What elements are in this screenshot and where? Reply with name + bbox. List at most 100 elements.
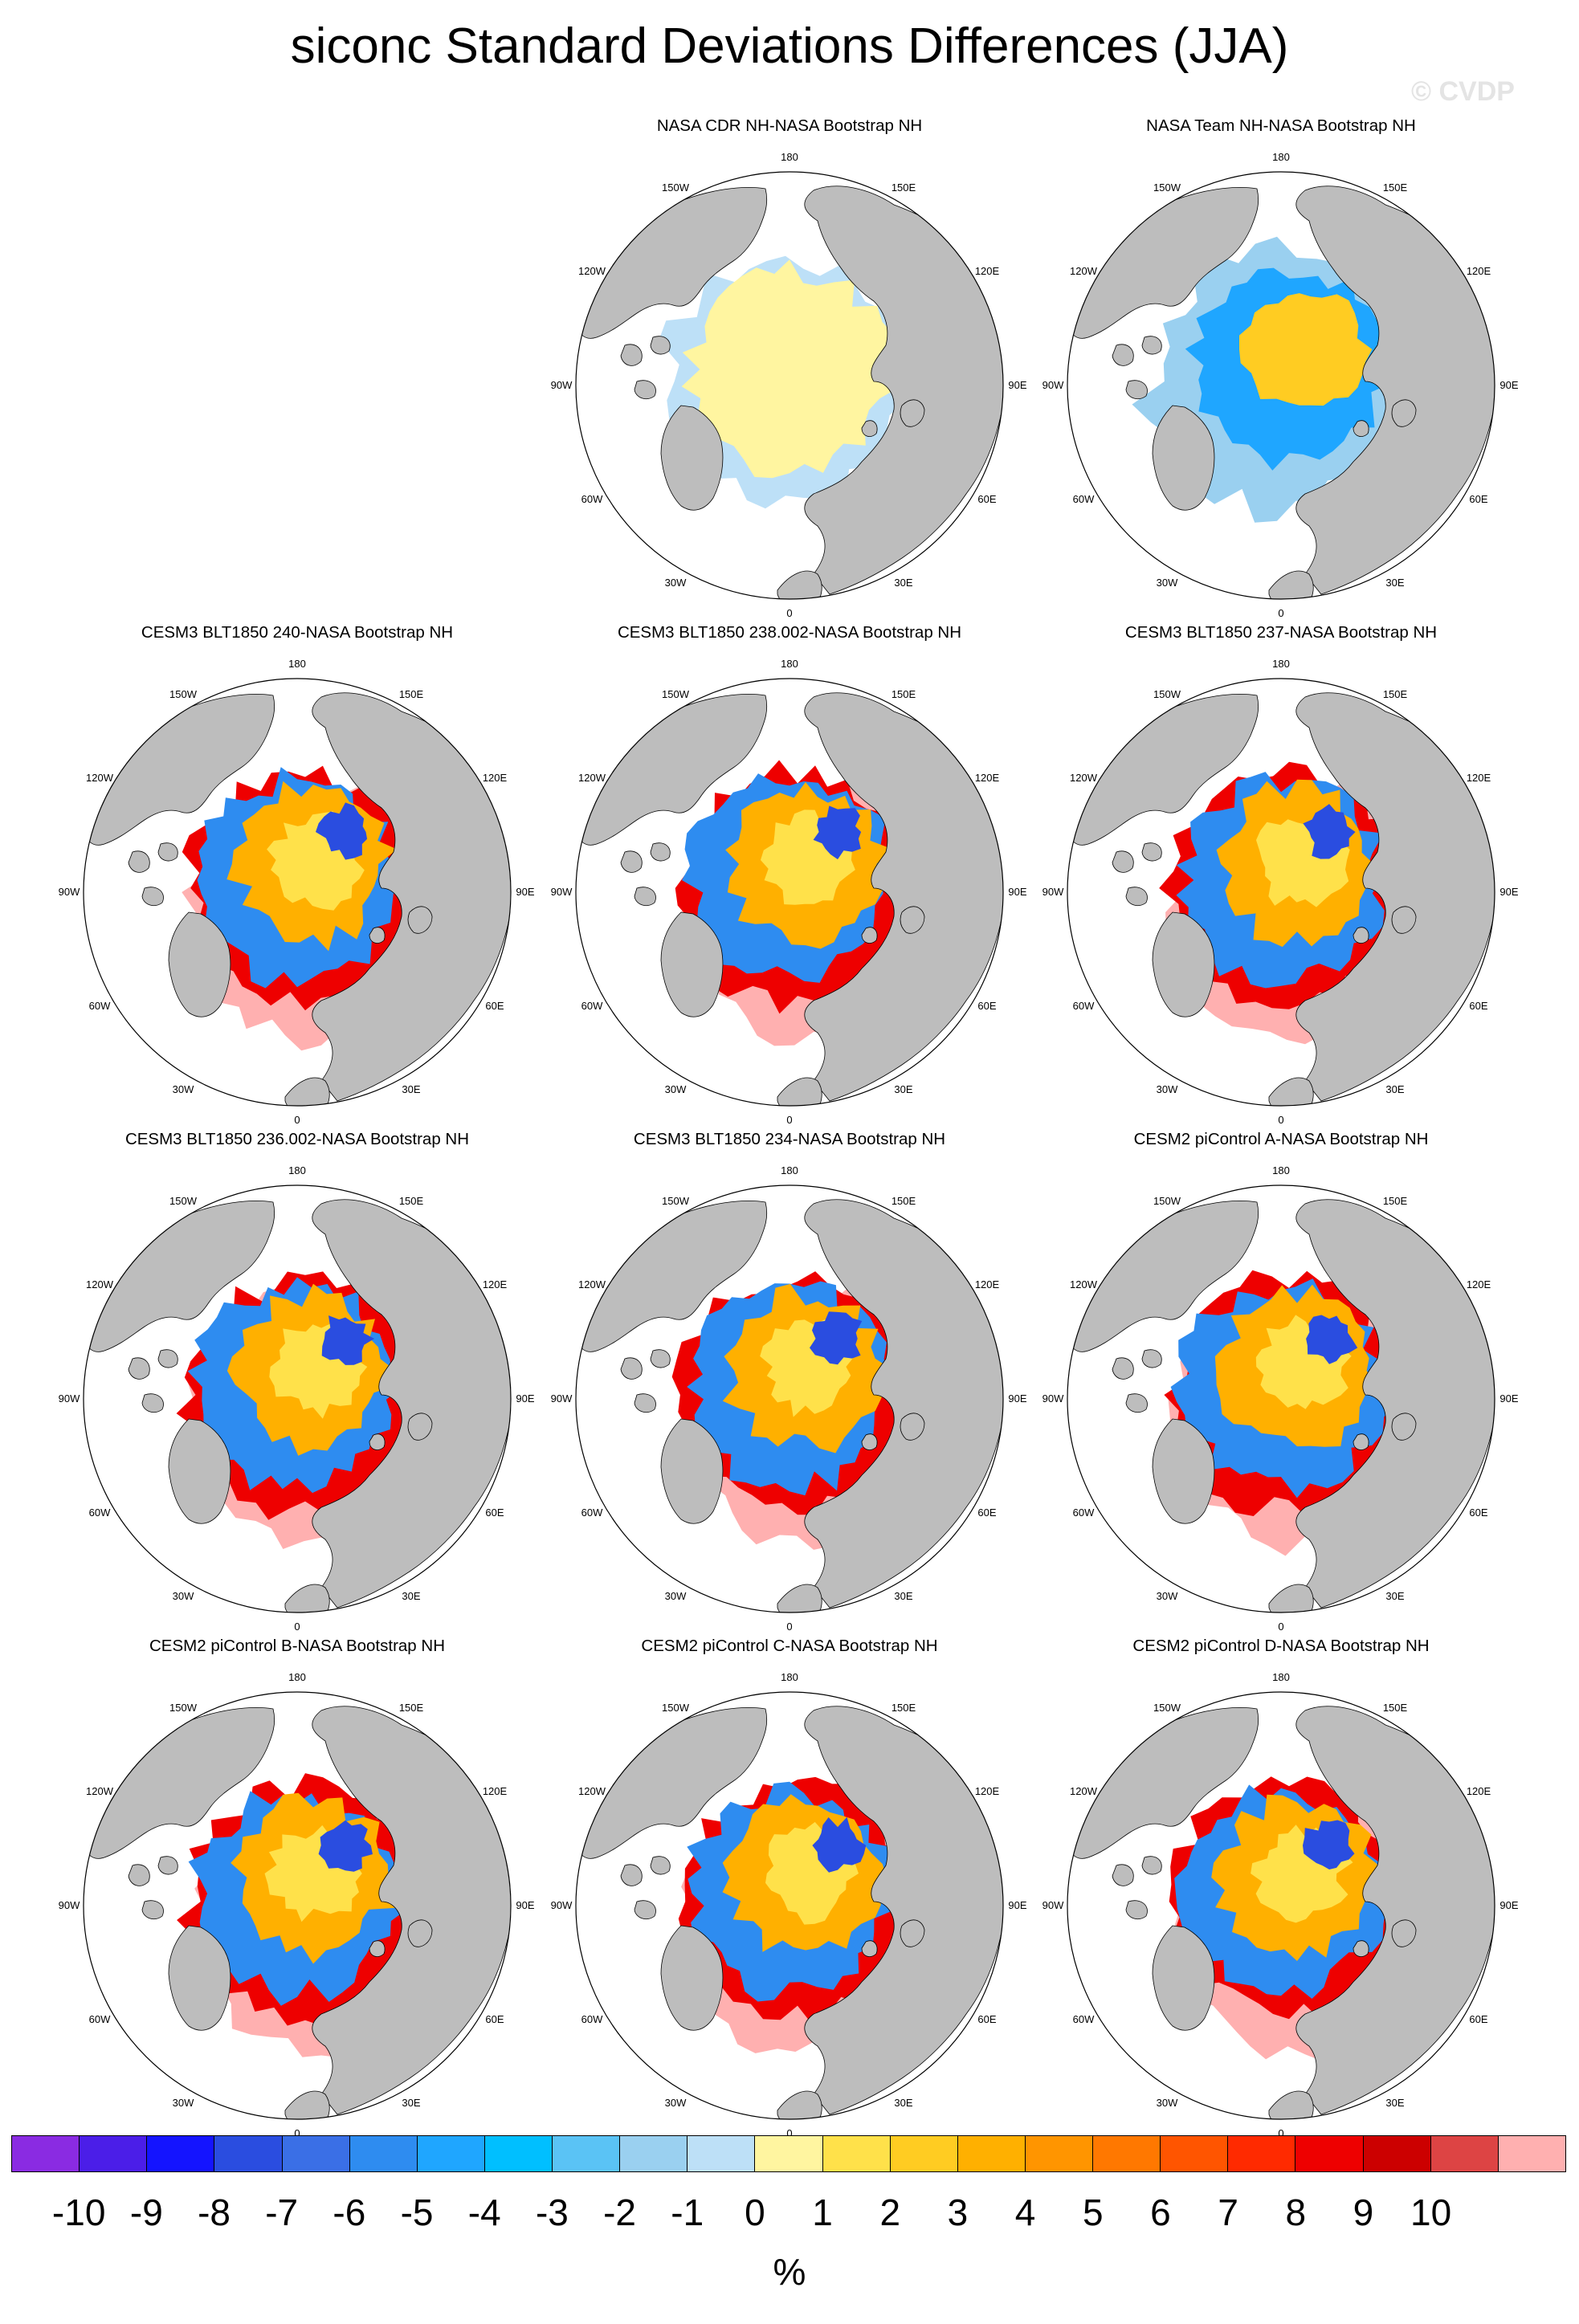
longitude-label: 60W bbox=[1073, 493, 1095, 505]
colorbar-swatch bbox=[687, 2136, 756, 2171]
longitude-label: 120W bbox=[1070, 1785, 1098, 1797]
map-boundary bbox=[1067, 1184, 1495, 1613]
map-panel: CESM3 BLT1850 236.002-NASA Bootstrap NH 1… bbox=[56, 1130, 538, 1633]
longitude-label: 30E bbox=[402, 1083, 420, 1095]
longitude-label: 60E bbox=[977, 1000, 996, 1012]
panel-title: CESM3 BLT1850 240-NASA Bootstrap NH bbox=[141, 623, 454, 642]
colorbar-tick-label: 3 bbox=[947, 2191, 969, 2233]
longitude-label: 120E bbox=[975, 265, 1000, 277]
colorbar-tick-label: -7 bbox=[265, 2191, 299, 2233]
colorbar-swatch bbox=[822, 2136, 891, 2171]
longitude-label: 90W bbox=[551, 379, 573, 391]
map-boundary bbox=[1067, 1691, 1495, 2120]
map-panel: CESM2 piControl C-NASA Bootstrap NH 180 15… bbox=[549, 1637, 1030, 2139]
map-boundary bbox=[83, 1184, 512, 1613]
map-boundary bbox=[575, 1184, 1004, 1613]
longitude-label: 30E bbox=[1385, 1590, 1404, 1602]
cvdp-watermark: © CVDP bbox=[1411, 76, 1515, 107]
longitude-label: 60W bbox=[581, 493, 603, 505]
colorbar-swatch bbox=[1363, 2136, 1431, 2171]
longitude-label: 180 bbox=[781, 1164, 798, 1176]
longitude-label: 90W bbox=[551, 1899, 573, 1911]
colorbar-tick-label: 5 bbox=[1082, 2191, 1104, 2233]
longitude-label: 30W bbox=[665, 577, 687, 589]
polar-map: 180 150E 120E 90E 60E 30E 0 30W 60W 90W 120W 150W bbox=[551, 658, 1027, 1126]
longitude-label: 90E bbox=[1008, 886, 1026, 898]
longitude-label: 180 bbox=[1272, 658, 1290, 670]
longitude-label: 180 bbox=[288, 1671, 306, 1683]
longitude-label: 60W bbox=[581, 1507, 603, 1519]
longitude-label: 150W bbox=[169, 1702, 198, 1714]
longitude-label: 30W bbox=[173, 1083, 194, 1095]
colorbar-swatch bbox=[80, 2136, 148, 2171]
longitude-label: 120E bbox=[975, 1785, 1000, 1797]
colorbar-swatch bbox=[1228, 2136, 1296, 2171]
colorbar-swatch bbox=[484, 2136, 553, 2171]
panel-title: CESM2 piControl B-NASA Bootstrap NH bbox=[149, 1637, 445, 1655]
panel-title: CESM2 piControl D-NASA Bootstrap NH bbox=[1132, 1637, 1430, 1655]
longitude-label: 90W bbox=[1042, 886, 1064, 898]
longitude-label: 30E bbox=[1385, 1083, 1404, 1095]
longitude-label: 90W bbox=[1042, 1392, 1064, 1405]
longitude-label: 150E bbox=[892, 1195, 916, 1207]
map-boundary bbox=[83, 1691, 512, 2120]
longitude-label: 150W bbox=[1153, 1702, 1181, 1714]
longitude-label: 90W bbox=[1042, 379, 1064, 391]
longitude-label: 120W bbox=[86, 1278, 114, 1290]
map-panel: CESM2 piControl D-NASA Bootstrap NH 180 15… bbox=[1040, 1637, 1522, 2139]
longitude-label: 60E bbox=[485, 1000, 504, 1012]
colorbar-tick-label: 4 bbox=[1014, 2191, 1036, 2233]
polar-map: 180 150E 120E 90E 60E 30E 0 30W 60W 90W 120W 150W bbox=[59, 658, 535, 1126]
longitude-label: 0 bbox=[786, 607, 792, 619]
longitude-label: 120W bbox=[1070, 1278, 1098, 1290]
colorbar-swatch bbox=[214, 2136, 283, 2171]
longitude-label: 0 bbox=[786, 2127, 792, 2139]
polar-map: 180 150E 120E 90E 60E 30E 0 30W 60W 90W 120W 150W bbox=[1042, 1164, 1519, 1633]
panel-title: CESM3 BLT1850 238.002-NASA Bootstrap NH bbox=[617, 623, 962, 642]
colorbar-swatch bbox=[1025, 2136, 1093, 2171]
polar-map: 180 150E 120E 90E 60E 30E 0 30W 60W 90W 120W 150W bbox=[1042, 658, 1519, 1126]
colorbar-tick-label: 7 bbox=[1218, 2191, 1238, 2233]
longitude-label: 120E bbox=[975, 1278, 1000, 1290]
longitude-label: 120W bbox=[578, 1278, 606, 1290]
panel-title: CESM2 piControl C-NASA Bootstrap NH bbox=[641, 1637, 938, 1655]
longitude-label: 120W bbox=[1070, 265, 1098, 277]
longitude-label: 150E bbox=[1383, 1702, 1408, 1714]
polar-map: 180 150E 120E 90E 60E 30E 0 30W 60W 90W 120W 150W bbox=[1042, 1671, 1519, 2139]
map-boundary bbox=[83, 678, 512, 1107]
longitude-label: 150W bbox=[662, 181, 690, 194]
longitude-label: 90W bbox=[551, 886, 573, 898]
longitude-label: 30E bbox=[1385, 2097, 1404, 2109]
colorbar-units: % bbox=[773, 2251, 806, 2293]
longitude-label: 180 bbox=[781, 658, 798, 670]
longitude-label: 90E bbox=[516, 1392, 534, 1405]
longitude-label: 150E bbox=[892, 181, 916, 194]
longitude-label: 30W bbox=[665, 1083, 687, 1095]
longitude-label: 30E bbox=[894, 1083, 912, 1095]
longitude-label: 90E bbox=[1499, 886, 1518, 898]
longitude-label: 180 bbox=[288, 1164, 306, 1176]
longitude-label: 120E bbox=[975, 772, 1000, 784]
longitude-label: 90E bbox=[1008, 1392, 1026, 1405]
longitude-label: 0 bbox=[1278, 1114, 1283, 1126]
map-panel: NASA Team NH-NASA Bootstrap NH 180 150E 120… bbox=[1040, 116, 1522, 619]
panel-title: NASA CDR NH-NASA Bootstrap NH bbox=[656, 116, 923, 135]
polar-map: 180 150E 120E 90E 60E 30E 0 30W 60W 90W 120W 150W bbox=[551, 1164, 1027, 1633]
longitude-label: 90W bbox=[1042, 1899, 1064, 1911]
panel-title: NASA Team NH-NASA Bootstrap NH bbox=[1146, 116, 1416, 135]
colorbar-swatch bbox=[1430, 2136, 1499, 2171]
colorbar-swatch bbox=[417, 2136, 485, 2171]
colorbar-tick-label: 10 bbox=[1410, 2191, 1452, 2233]
longitude-label: 30E bbox=[402, 2097, 420, 2109]
longitude-label: 120W bbox=[86, 772, 114, 784]
longitude-label: 60E bbox=[1469, 1000, 1487, 1012]
longitude-label: 150W bbox=[1153, 688, 1181, 700]
colorbar-swatch bbox=[1498, 2136, 1565, 2171]
colorbar-swatch bbox=[620, 2136, 688, 2171]
colorbar-tick-label: 8 bbox=[1285, 2191, 1307, 2233]
colorbar-swatch bbox=[1161, 2136, 1229, 2171]
colorbar-swatch bbox=[890, 2136, 958, 2171]
colorbar-tick-label: -8 bbox=[198, 2191, 231, 2233]
longitude-label: 60E bbox=[485, 1507, 504, 1519]
colorbar-swatch bbox=[349, 2136, 418, 2171]
